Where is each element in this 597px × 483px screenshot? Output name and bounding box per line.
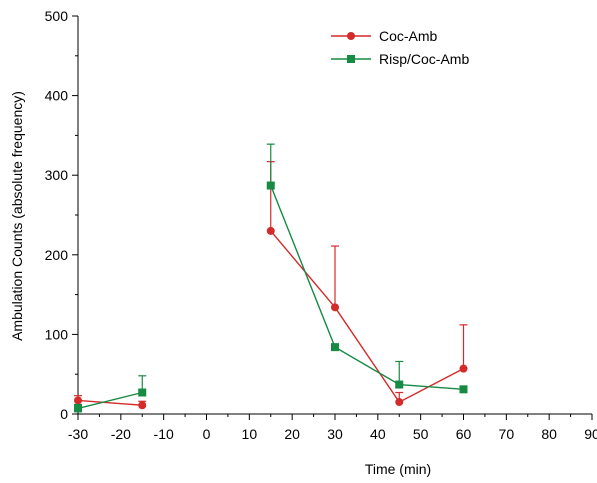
y-tick-label: 0 — [60, 406, 68, 422]
y-tick-label: 500 — [45, 8, 69, 24]
data-point — [138, 401, 147, 410]
legend-label: Risp/Coc-Amb — [379, 51, 469, 67]
data-point — [138, 388, 147, 397]
data-point — [395, 380, 404, 389]
y-tick-label: 400 — [45, 88, 69, 104]
series-line — [77, 391, 143, 410]
series-line — [77, 399, 143, 406]
x-tick-label: 90 — [584, 426, 597, 442]
data-point — [266, 226, 275, 235]
x-axis-title: Time (min) — [365, 461, 431, 477]
x-tick-label: 20 — [284, 426, 300, 442]
series-line — [270, 230, 464, 403]
data-point — [459, 385, 468, 394]
x-tick-label: 80 — [541, 426, 557, 442]
x-tick-label: 50 — [413, 426, 429, 442]
legend-marker — [347, 32, 355, 40]
legend-label: Coc-Amb — [379, 28, 438, 44]
y-axis-title: Ambulation Counts (absolute frequency) — [9, 91, 25, 341]
series-layer — [74, 143, 468, 413]
series-line — [270, 185, 464, 391]
series-2 — [74, 143, 468, 413]
x-tick-label: 60 — [456, 426, 472, 442]
axes: -30 -20 -10 0 10 20 30 40 50 60 70 80 90 0 100 200 300 40… — [45, 8, 597, 442]
legend: Coc-Amb Risp/Coc-Amb — [331, 28, 469, 67]
x-tick-label: -30 — [68, 426, 88, 442]
x-tick-label: 30 — [327, 426, 343, 442]
data-point — [331, 343, 339, 352]
data-point — [459, 364, 468, 373]
x-tick-label: -20 — [111, 426, 131, 442]
x-tick-label: -10 — [154, 426, 174, 442]
series-1 — [74, 161, 468, 410]
data-point — [74, 404, 82, 413]
data-point — [395, 398, 404, 407]
y-tick-label: 200 — [45, 247, 69, 263]
x-tick-label: 10 — [242, 426, 258, 442]
x-tick-label: 70 — [499, 426, 515, 442]
data-point — [74, 396, 82, 405]
legend-marker — [347, 55, 355, 63]
x-tick-label: 0 — [203, 426, 211, 442]
data-point — [331, 303, 339, 312]
x-tick-label: 40 — [370, 426, 386, 442]
data-point — [266, 181, 275, 190]
y-tick-label: 300 — [45, 167, 69, 183]
y-tick-label: 100 — [45, 326, 69, 342]
